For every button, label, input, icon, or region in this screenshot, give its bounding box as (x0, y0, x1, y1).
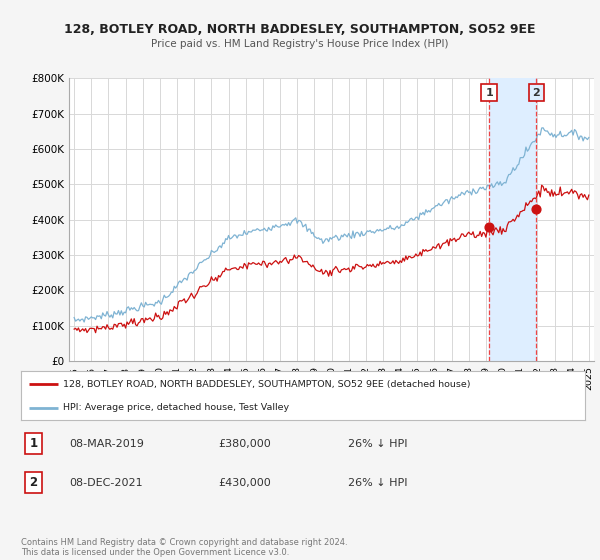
Text: £380,000: £380,000 (218, 438, 271, 449)
Point (532, 205, 541, 214)
Text: 1: 1 (29, 437, 37, 450)
Text: 1: 1 (485, 87, 493, 97)
Text: 26% ↓ HPI: 26% ↓ HPI (348, 438, 407, 449)
Text: 128, BOTLEY ROAD, NORTH BADDESLEY, SOUTHAMPTON, SO52 9EE (detached house): 128, BOTLEY ROAD, NORTH BADDESLEY, SOUTH… (64, 380, 471, 389)
Text: 26% ↓ HPI: 26% ↓ HPI (348, 478, 407, 488)
Text: 08-DEC-2021: 08-DEC-2021 (69, 478, 143, 488)
Text: 2: 2 (29, 477, 37, 489)
Text: Contains HM Land Registry data © Crown copyright and database right 2024.
This d: Contains HM Land Registry data © Crown c… (21, 538, 347, 557)
Text: 08-MAR-2019: 08-MAR-2019 (69, 438, 144, 449)
Text: £430,000: £430,000 (218, 478, 271, 488)
Text: Price paid vs. HM Land Registry's House Price Index (HPI): Price paid vs. HM Land Registry's House … (151, 39, 449, 49)
Bar (489, 78, 536, 361)
Point (484, 222, 494, 231)
Text: 128, BOTLEY ROAD, NORTH BADDESLEY, SOUTHAMPTON, SO52 9EE: 128, BOTLEY ROAD, NORTH BADDESLEY, SOUTH… (64, 24, 536, 36)
Text: 2: 2 (532, 87, 540, 97)
Text: HPI: Average price, detached house, Test Valley: HPI: Average price, detached house, Test… (64, 403, 289, 412)
